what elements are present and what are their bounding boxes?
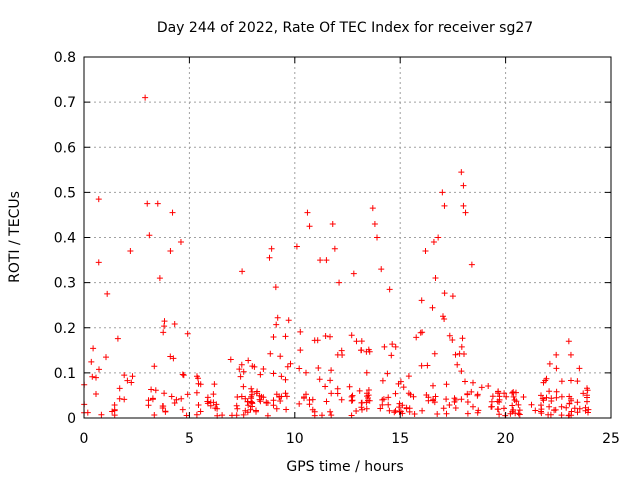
scatter-point — [95, 196, 102, 203]
scatter-point — [146, 232, 153, 239]
scatter-point — [460, 202, 467, 209]
scatter-point — [458, 169, 465, 176]
y-tick-label: 0.3 — [54, 276, 76, 292]
scatter-point — [350, 270, 357, 277]
scatter-point — [104, 290, 111, 297]
scatter-point — [266, 254, 273, 261]
y-tick-label: 0.2 — [54, 321, 76, 337]
y-tick-label: 0.8 — [54, 50, 76, 66]
scatter-point — [371, 220, 378, 227]
scatter-point — [331, 245, 338, 252]
y-axis-label: ROTI / TECUs — [7, 191, 23, 283]
y-tick-label: 0.7 — [54, 95, 76, 111]
y-tick-label: 0 — [67, 411, 76, 427]
y-tick-label: 0.6 — [54, 140, 76, 156]
y-tick-label: 0.5 — [54, 185, 76, 201]
scatter-point — [336, 279, 343, 286]
scatter-point — [142, 94, 149, 101]
scatter-point — [306, 223, 313, 230]
scatter-point — [449, 293, 456, 300]
chart-title: Day 244 of 2022, Rate Of TEC Index for r… — [157, 20, 533, 36]
scatter-point — [323, 257, 330, 264]
x-tick-label: 10 — [286, 431, 304, 447]
x-tick-label: 25 — [602, 431, 620, 447]
scatter-point — [239, 268, 246, 275]
scatter-point — [169, 209, 176, 216]
scatter-point — [317, 257, 324, 264]
scatter-point — [177, 239, 184, 246]
scatter-point — [144, 200, 151, 207]
scatter-point — [156, 275, 163, 282]
scatter-point — [369, 205, 376, 212]
data-points — [81, 94, 592, 419]
y-tick-label: 0.1 — [54, 366, 76, 382]
scatter-point — [127, 248, 134, 255]
scatter-point — [546, 360, 553, 367]
scatter-point — [95, 259, 102, 266]
scatter-point — [329, 220, 336, 227]
scatter-point — [272, 284, 279, 291]
scatter-point — [374, 234, 381, 241]
scatter-point — [553, 351, 560, 358]
scatter-point — [386, 286, 393, 293]
x-axis-label: GPS time / hours — [286, 459, 403, 475]
y-tick-label: 0.4 — [54, 231, 76, 247]
x-tick-label: 15 — [391, 431, 409, 447]
scatter-point — [460, 182, 467, 189]
plot-frame — [83, 56, 612, 419]
scatter-point — [293, 243, 300, 250]
scatter-point — [468, 261, 475, 268]
x-tick-label: 20 — [497, 431, 515, 447]
x-tick-label: 5 — [185, 431, 194, 447]
scatter-point — [422, 248, 429, 255]
scatter-point — [430, 239, 437, 246]
scatter-point — [378, 266, 385, 273]
scatter-point — [304, 209, 311, 216]
scatter-point — [567, 351, 574, 358]
scatter-point — [439, 189, 446, 196]
x-tick-label: 0 — [80, 431, 89, 447]
scatter-point — [441, 202, 448, 209]
scatter-point — [268, 245, 275, 252]
grid-lines — [84, 57, 611, 418]
scatter-point-cloud — [81, 275, 592, 419]
scatter-point — [565, 338, 572, 345]
scatter-point — [462, 209, 469, 216]
scatter-point — [576, 365, 583, 372]
scatter-point — [154, 200, 161, 207]
scatter-point — [167, 248, 174, 255]
scatter-point — [435, 234, 442, 241]
axis-ticks: 0 0.1 0.2 0.3 0.4 0.5 0.6 0.7 0.8 0 5 10 15 20 25 — [54, 50, 620, 447]
